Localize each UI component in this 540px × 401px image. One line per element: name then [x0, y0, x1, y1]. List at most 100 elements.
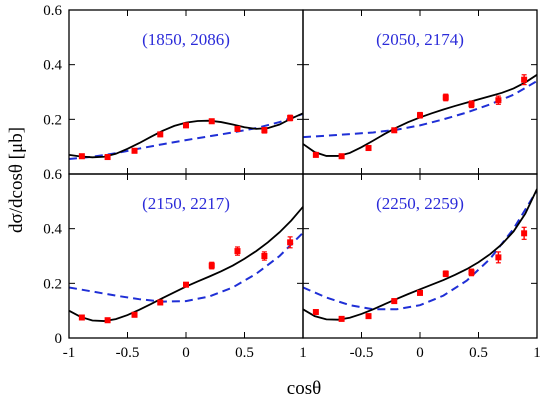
data-marker: [104, 154, 111, 161]
data-point: [104, 154, 111, 161]
panel-label: (2250, 2259): [376, 194, 464, 213]
data-point: [104, 317, 111, 324]
x-tick-label: 0.5: [469, 345, 488, 361]
data-point: [442, 93, 449, 102]
data-marker: [261, 253, 268, 259]
x-tick-label: 0: [416, 345, 424, 361]
data-point: [234, 125, 241, 132]
data-point: [78, 153, 85, 160]
x-tick-label: 1: [299, 345, 307, 361]
data-point: [442, 270, 449, 278]
data-marker: [495, 97, 502, 104]
data-point: [183, 281, 189, 288]
y-tick-labels: 0.2 0.4 0.6 0 0.2 0.4 0.6: [43, 3, 62, 347]
data-marker: [417, 289, 423, 296]
data-marker: [234, 248, 241, 255]
y-tick-label: 0.2: [43, 112, 62, 128]
data-marker: [104, 317, 111, 324]
data-point: [468, 268, 475, 277]
panels-group: (1850, 2086) (2050, 2174) (2150, 2217) (225…: [68, 9, 538, 339]
data-marker: [287, 239, 294, 246]
data-point: [312, 151, 319, 158]
panel-1: (1850, 2086): [68, 9, 304, 175]
y-tick-label: 0.6: [43, 3, 62, 19]
dashed-model-curve: [69, 232, 303, 303]
data-point: [391, 127, 398, 134]
data-marker: [338, 315, 345, 322]
y-axis-title: dσ/dcosθ [μb]: [6, 127, 27, 233]
panel-label: (1850, 2086): [142, 30, 230, 49]
data-point: [521, 226, 528, 240]
data-marker: [157, 299, 164, 306]
data-point: [338, 153, 345, 160]
data-point: [261, 251, 268, 261]
data-marker: [442, 270, 449, 277]
data-marker: [365, 145, 372, 152]
panel-frame: [302, 173, 538, 339]
data-marker: [261, 127, 268, 134]
data-point: [391, 298, 398, 305]
data-point: [78, 314, 85, 321]
data-marker: [468, 269, 475, 276]
data-point: [131, 311, 138, 318]
data-point: [261, 126, 268, 134]
data-marker: [365, 313, 372, 320]
data-point: [338, 315, 345, 322]
panel-label: (2050, 2174): [376, 30, 464, 49]
data-point: [521, 74, 528, 86]
data-marker: [521, 230, 528, 237]
x-axis-title: cosθ: [287, 378, 321, 399]
data-point: [365, 313, 372, 320]
data-point: [468, 100, 475, 109]
curves: [69, 112, 303, 160]
data-point: [131, 147, 138, 154]
data-marker: [208, 118, 215, 125]
data-point: [287, 236, 294, 249]
data-point: [312, 309, 319, 316]
data-point: [183, 122, 189, 129]
data-marker: [338, 153, 345, 160]
data-marker: [131, 311, 138, 318]
panel-label: (2150, 2217): [142, 194, 230, 213]
data-marker: [442, 94, 449, 101]
data-point: [417, 111, 423, 119]
panel-2: (2050, 2174): [302, 9, 538, 175]
data-marker: [391, 127, 398, 134]
y-tick-label: 0.2: [43, 276, 62, 292]
y-tick-label: 0.4: [43, 222, 62, 238]
x-tick-label: -1: [63, 345, 76, 361]
data-marker: [183, 281, 189, 288]
data-point: [234, 246, 241, 256]
data-marker: [183, 122, 189, 129]
curves: [69, 206, 303, 322]
data-marker: [287, 114, 294, 121]
x-tick-label: 1: [533, 345, 540, 361]
x-tick-label: 0.5: [235, 345, 254, 361]
panel-4: (2250, 2259): [302, 173, 538, 339]
dashed-model-curve: [303, 80, 537, 139]
data-marker: [417, 112, 423, 119]
data-marker: [234, 125, 241, 132]
data-marker: [78, 314, 85, 321]
x-tick-label: -0.5: [350, 345, 374, 361]
data-point: [495, 95, 502, 105]
data-point: [208, 118, 215, 125]
data-point: [208, 261, 215, 270]
x-tick-labels: -1 -0.5 0 0.5 1 -0.5 0 0.5 1: [63, 345, 540, 361]
data-marker: [131, 147, 138, 154]
y-tick-label: 0: [55, 331, 63, 347]
solid-model-curve: [69, 112, 303, 159]
panel-3: (2150, 2217): [68, 173, 304, 339]
data-marker: [208, 262, 215, 269]
data-point: [417, 289, 423, 296]
data-marker: [157, 131, 164, 138]
data-marker: [312, 309, 319, 316]
data-point: [495, 251, 502, 264]
y-tick-label: 0.6: [43, 167, 62, 183]
data-point: [365, 145, 372, 152]
dashed-model-curve: [303, 189, 537, 311]
data-marker: [312, 151, 319, 158]
data-marker: [391, 298, 398, 305]
x-tick-label: -0.5: [116, 345, 140, 361]
